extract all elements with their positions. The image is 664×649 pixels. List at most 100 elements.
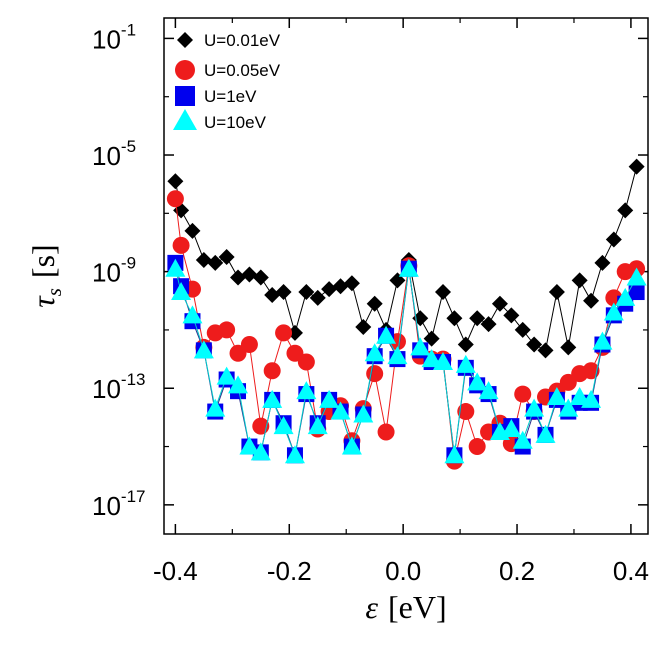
- data-point-triangle: [319, 389, 340, 408]
- legend-label-u005: U=0.05eV: [204, 61, 281, 80]
- data-point-circle: [240, 336, 258, 354]
- y-tick-label: 10-1: [92, 20, 136, 54]
- data-point-triangle: [581, 389, 602, 408]
- data-point-circle: [252, 417, 270, 435]
- data-point-diamond: [343, 275, 360, 292]
- data-point-diamond: [207, 254, 224, 271]
- data-point-triangle: [364, 343, 385, 362]
- y-axis-symbol: τ: [25, 295, 61, 308]
- data-point-diamond: [503, 307, 520, 324]
- y-axis-title: τs [s]: [25, 244, 66, 307]
- data-point-diamond: [309, 289, 326, 306]
- legend-marker-circle: [175, 60, 195, 80]
- legend-label-u10: U=10eV: [204, 113, 267, 132]
- data-point-diamond: [195, 251, 212, 268]
- data-point-diamond: [332, 278, 349, 295]
- plot-frame: [163, 17, 649, 535]
- legend: U=0.01eV U=0.05eV U=1eV U=10eV: [173, 31, 281, 132]
- legend-marker-triangle: [173, 109, 197, 130]
- x-tick-label: -0.4: [153, 556, 198, 586]
- data-point-diamond: [264, 286, 281, 303]
- y-tick-exponent: -1: [121, 20, 136, 39]
- data-point-triangle: [444, 445, 465, 464]
- data-point-triangle: [376, 325, 397, 344]
- data-point-diamond: [617, 202, 634, 219]
- legend-label-u001: U=0.01eV: [204, 31, 281, 50]
- y-tick-base: 10: [92, 24, 121, 54]
- data-point-circle: [377, 423, 395, 441]
- data-point-triangle: [307, 416, 328, 435]
- series-diamond: [167, 158, 645, 359]
- data-point-triangle: [558, 398, 579, 417]
- data-point-diamond: [366, 295, 383, 312]
- data-point-circle: [457, 403, 475, 421]
- data-point-triangle: [626, 267, 647, 286]
- y-tick-label: 10-5: [92, 137, 136, 171]
- x-axis-unit: [eV]: [388, 589, 447, 625]
- data-point-triangle: [239, 436, 260, 455]
- legend-marker-square: [175, 86, 195, 106]
- data-point-triangle: [569, 386, 590, 405]
- data-point-circle: [582, 362, 600, 380]
- data-point-diamond: [605, 231, 622, 248]
- data-point-triangle: [512, 430, 533, 449]
- data-point-triangle: [353, 404, 374, 423]
- data-point-diamond: [241, 266, 258, 283]
- data-point-diamond: [628, 158, 645, 175]
- data-point-diamond: [560, 339, 577, 356]
- data-point-triangle: [193, 340, 214, 359]
- data-point-diamond: [355, 319, 372, 336]
- data-point-triangle: [603, 302, 624, 321]
- data-point-triangle: [455, 354, 476, 373]
- data-point-diamond: [514, 321, 531, 338]
- data-point-circle: [275, 324, 293, 342]
- data-point-diamond: [583, 292, 600, 309]
- series-triangle: [165, 258, 647, 464]
- legend-label-u1: U=1eV: [204, 87, 257, 106]
- data-point-triangle: [284, 445, 305, 464]
- data-point-triangle: [341, 436, 362, 455]
- data-point-diamond: [480, 316, 497, 333]
- y-axis-subscript: s: [42, 288, 66, 296]
- data-point-square: [628, 284, 645, 301]
- data-point-diamond: [469, 310, 486, 327]
- data-point-diamond: [537, 342, 554, 359]
- data-point-triangle: [171, 282, 192, 301]
- data-point-diamond: [571, 272, 588, 289]
- data-point-triangle: [478, 381, 499, 400]
- data-point-diamond: [218, 249, 235, 266]
- data-point-triangle: [262, 389, 283, 408]
- data-point-triangle: [398, 258, 419, 277]
- data-point-diamond: [526, 336, 543, 353]
- y-tick-base: 10: [92, 491, 121, 521]
- data-point-circle: [468, 438, 486, 456]
- y-tick-exponent: -5: [121, 137, 136, 156]
- data-point-diamond: [435, 284, 452, 301]
- data-point-triangle: [165, 258, 186, 277]
- y-tick-base: 10: [92, 141, 121, 171]
- data-series: [165, 158, 647, 470]
- data-point-diamond: [167, 173, 184, 190]
- data-point-triangle: [615, 287, 636, 306]
- data-point-diamond: [594, 254, 611, 271]
- x-tick-label: 0.2: [499, 556, 535, 586]
- y-tick-exponent: -9: [121, 254, 136, 273]
- data-point-circle: [514, 385, 532, 403]
- data-point-diamond: [184, 222, 201, 239]
- data-point-triangle: [273, 416, 294, 435]
- data-point-circle: [218, 321, 236, 339]
- x-tick-label: -0.2: [267, 556, 312, 586]
- x-tick-label: 0.4: [613, 556, 649, 586]
- data-point-triangle: [535, 424, 556, 443]
- data-point-triangle: [296, 381, 317, 400]
- data-point-circle: [297, 353, 315, 371]
- data-point-triangle: [421, 349, 442, 368]
- y-axis-unit: [s]: [25, 244, 61, 278]
- x-axis-title: ε [eV]: [365, 589, 446, 625]
- data-point-diamond: [252, 269, 269, 286]
- data-point-triangle: [182, 305, 203, 324]
- data-point-circle: [172, 236, 190, 254]
- data-point-diamond: [230, 269, 247, 286]
